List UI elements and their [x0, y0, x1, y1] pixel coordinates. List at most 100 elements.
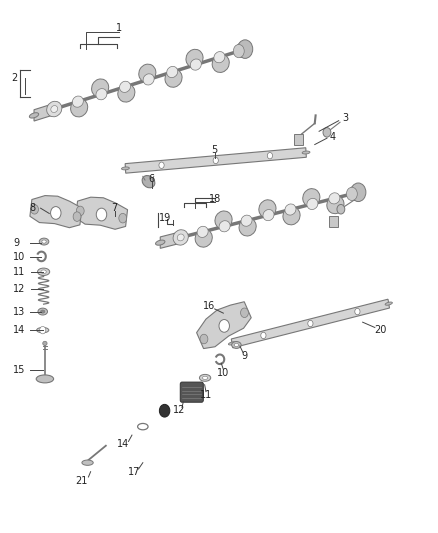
Ellipse shape: [42, 240, 46, 243]
Text: 18: 18: [208, 193, 221, 204]
Ellipse shape: [121, 167, 129, 170]
Circle shape: [76, 206, 84, 216]
Text: 17: 17: [128, 467, 140, 477]
Polygon shape: [197, 302, 251, 349]
Ellipse shape: [72, 96, 83, 107]
Ellipse shape: [138, 423, 148, 430]
Text: 8: 8: [30, 203, 36, 213]
Ellipse shape: [39, 238, 49, 245]
Circle shape: [159, 162, 164, 168]
Circle shape: [200, 334, 208, 344]
Ellipse shape: [167, 67, 178, 78]
Ellipse shape: [263, 209, 274, 221]
Circle shape: [159, 405, 170, 417]
Ellipse shape: [120, 81, 131, 92]
Ellipse shape: [327, 196, 344, 214]
Ellipse shape: [229, 342, 236, 345]
Ellipse shape: [173, 230, 188, 245]
Ellipse shape: [283, 207, 300, 225]
Text: 4: 4: [329, 132, 335, 142]
Text: 14: 14: [117, 439, 129, 449]
Ellipse shape: [346, 187, 357, 200]
Ellipse shape: [41, 270, 46, 273]
Circle shape: [219, 319, 230, 332]
Text: 14: 14: [13, 325, 25, 335]
Text: 15: 15: [13, 365, 25, 375]
Text: 20: 20: [374, 325, 386, 335]
Ellipse shape: [51, 106, 58, 112]
Ellipse shape: [190, 59, 201, 70]
Text: 12: 12: [173, 405, 185, 415]
Ellipse shape: [195, 229, 212, 247]
Circle shape: [323, 127, 331, 137]
Text: 7: 7: [111, 203, 118, 213]
Ellipse shape: [351, 183, 366, 201]
Polygon shape: [125, 148, 306, 173]
Circle shape: [40, 326, 46, 334]
Polygon shape: [34, 103, 54, 121]
Text: 19: 19: [159, 213, 171, 223]
Text: 21: 21: [76, 477, 88, 486]
Circle shape: [267, 152, 272, 159]
Ellipse shape: [329, 193, 340, 204]
Ellipse shape: [43, 341, 47, 345]
Ellipse shape: [47, 101, 62, 117]
Text: 10: 10: [13, 252, 25, 262]
Polygon shape: [76, 197, 127, 229]
Text: 13: 13: [13, 306, 25, 317]
Ellipse shape: [118, 84, 135, 102]
Text: 6: 6: [148, 174, 155, 184]
Ellipse shape: [71, 99, 88, 117]
Ellipse shape: [92, 79, 109, 97]
Ellipse shape: [240, 46, 247, 53]
Circle shape: [119, 213, 127, 223]
Circle shape: [337, 205, 345, 214]
Polygon shape: [160, 232, 181, 248]
Ellipse shape: [214, 52, 225, 63]
Ellipse shape: [197, 227, 208, 237]
Ellipse shape: [385, 302, 392, 305]
Text: 16: 16: [203, 301, 215, 311]
Ellipse shape: [233, 44, 244, 58]
Text: 2: 2: [11, 73, 18, 83]
Circle shape: [355, 309, 360, 315]
FancyBboxPatch shape: [294, 134, 304, 144]
Ellipse shape: [186, 50, 203, 68]
Ellipse shape: [199, 374, 211, 381]
Ellipse shape: [303, 189, 320, 207]
Ellipse shape: [143, 74, 154, 85]
Ellipse shape: [139, 64, 156, 83]
Ellipse shape: [241, 215, 252, 227]
Ellipse shape: [239, 218, 256, 236]
Ellipse shape: [234, 343, 239, 346]
Ellipse shape: [36, 375, 53, 383]
Circle shape: [50, 207, 61, 219]
Ellipse shape: [285, 204, 296, 215]
Ellipse shape: [41, 310, 45, 313]
Polygon shape: [30, 196, 82, 228]
Ellipse shape: [302, 151, 310, 154]
Circle shape: [240, 308, 248, 318]
Ellipse shape: [349, 185, 364, 200]
Ellipse shape: [232, 342, 241, 349]
Ellipse shape: [215, 211, 232, 229]
Ellipse shape: [353, 189, 360, 196]
Circle shape: [73, 212, 81, 221]
Ellipse shape: [165, 69, 182, 87]
Circle shape: [213, 157, 219, 164]
Text: 1: 1: [116, 23, 122, 33]
Text: 9: 9: [14, 238, 20, 248]
Ellipse shape: [219, 221, 230, 232]
FancyBboxPatch shape: [180, 382, 203, 402]
Ellipse shape: [96, 88, 107, 100]
Text: 11: 11: [13, 267, 25, 277]
Ellipse shape: [38, 308, 47, 315]
Text: 9: 9: [241, 351, 247, 361]
Ellipse shape: [177, 234, 184, 241]
Ellipse shape: [37, 327, 49, 333]
Ellipse shape: [307, 198, 318, 209]
Text: 3: 3: [342, 113, 348, 123]
Text: 5: 5: [212, 145, 218, 155]
Circle shape: [96, 208, 107, 221]
Ellipse shape: [29, 112, 39, 118]
